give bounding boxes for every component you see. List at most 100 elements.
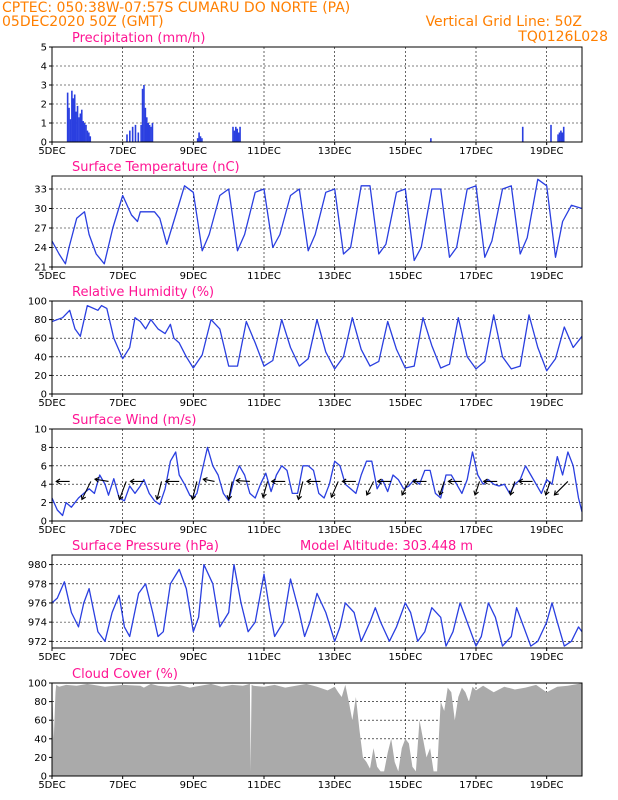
precip-bar <box>561 132 564 142</box>
x-tick-label: 19DEC <box>530 398 564 409</box>
x-tick-label: 19DEC <box>530 146 564 157</box>
wind-arrow-head <box>55 478 61 485</box>
panel-frame-1 <box>51 46 583 143</box>
panel-title-5: Surface Pressure (hPa) <box>72 539 219 554</box>
x-tick-label: 5DEC <box>38 525 65 536</box>
precip-bar <box>88 132 90 142</box>
wind-arrow <box>270 478 286 485</box>
precip-bar <box>82 121 84 142</box>
x-tick-label: 15DEC <box>388 652 422 663</box>
x-tick-label: 19DEC <box>530 652 564 663</box>
y-tick-label: 0 <box>41 517 47 528</box>
wind-arrow <box>401 481 410 496</box>
x-tick-label: 9DEC <box>180 398 207 409</box>
wind-arrow-shaft <box>509 481 516 496</box>
wind-arrow <box>482 478 498 485</box>
x-tick-label: 19DEC <box>530 780 564 791</box>
wind-arrow-head <box>296 495 302 501</box>
wind-arrow <box>235 477 250 484</box>
x-tick-label: 5DEC <box>38 271 65 282</box>
wind-arrow <box>447 478 462 485</box>
precip-bar <box>237 132 240 142</box>
wind-arrow <box>55 478 70 485</box>
y-tick-label: 2 <box>41 498 47 509</box>
wind-arrow <box>164 478 180 485</box>
wind-arrow-head <box>508 490 515 496</box>
y-tick-label: 80 <box>34 697 47 708</box>
wind-arrow-shaft <box>553 481 569 496</box>
wind-arrow-head <box>482 478 488 485</box>
x-tick-label: 11DEC <box>247 271 281 282</box>
precip-bar <box>557 134 559 142</box>
wind-arrow <box>544 481 551 496</box>
precip-bar <box>80 109 83 142</box>
wind-arrow-head <box>411 478 418 485</box>
y-tick-label: 978 <box>28 579 47 590</box>
header-model-code: TQ0126L028 <box>518 29 608 45</box>
wind-arrow-shaft <box>94 478 109 482</box>
header-grid-line: Vertical Grid Line: 50Z <box>425 14 582 30</box>
y-tick-label: 80 <box>34 315 47 326</box>
wind-arrow <box>202 477 215 483</box>
wind-arrow-head <box>93 476 100 483</box>
header-station: CPTEC: 050:38W-07:57S CUMARU DO NORTE (P… <box>2 0 351 16</box>
x-tick-label: 5DEC <box>38 780 65 791</box>
precip-bar <box>201 138 203 142</box>
precip-bar <box>143 85 145 142</box>
y-tick-label: 3 <box>41 81 47 92</box>
x-tick-label: 9DEC <box>180 525 207 536</box>
series-line-panel-2 <box>51 178 583 265</box>
precip-bar <box>147 123 149 142</box>
y-tick-label: 972 <box>28 637 47 648</box>
y-tick-label: 60 <box>34 334 47 345</box>
precip-bar <box>198 132 200 142</box>
panel-title-1: Precipitation (mm/h) <box>72 31 205 46</box>
wind-arrow-shaft <box>228 481 233 500</box>
x-tick-label: 15DEC <box>388 780 422 791</box>
wind-arrow <box>80 481 92 501</box>
wind-arrow-head <box>117 494 124 501</box>
y-tick-label: 4 <box>41 62 47 73</box>
wind-arrow-head <box>164 478 170 485</box>
y-tick-label: 27 <box>34 224 47 235</box>
x-tick-label: 15DEC <box>388 146 422 157</box>
precip-bar <box>562 126 565 142</box>
wind-arrow <box>411 478 427 485</box>
y-tick-label: 10 <box>34 425 47 436</box>
wind-arrow-head <box>235 477 241 484</box>
wind-arrow-shaft <box>401 481 410 496</box>
x-tick-label: 19DEC <box>530 525 564 536</box>
precip-bar <box>129 130 131 142</box>
x-tick-label: 7DEC <box>109 146 136 157</box>
precip-bar <box>236 128 239 142</box>
precip-bar <box>144 107 147 142</box>
x-tick-label: 15DEC <box>388 271 422 282</box>
precip-bar <box>521 126 524 142</box>
y-tick-label: 6 <box>41 461 47 472</box>
x-tick-label: 11DEC <box>247 652 281 663</box>
x-tick-label: 7DEC <box>109 652 136 663</box>
wind-arrow-shaft <box>366 481 375 496</box>
precip-bar <box>66 92 69 142</box>
x-tick-label: 9DEC <box>180 780 207 791</box>
wind-arrow-shaft <box>330 481 339 498</box>
wind-arrow-head <box>517 478 524 485</box>
precip-bar <box>85 124 87 142</box>
precip-bar <box>131 126 134 142</box>
x-tick-label: 15DEC <box>388 398 422 409</box>
wind-arrow <box>508 481 516 496</box>
wind-arrow-head <box>553 490 559 496</box>
wind-arrow <box>553 481 569 496</box>
wind-arrow-shaft <box>474 481 481 496</box>
x-tick-label: 11DEC <box>247 398 281 409</box>
x-tick-label: 17DEC <box>459 271 493 282</box>
wind-arrow-head <box>330 492 336 499</box>
y-tick-label: 21 <box>34 263 47 274</box>
x-tick-label: 11DEC <box>247 780 281 791</box>
x-tick-label: 13DEC <box>318 652 352 663</box>
x-tick-label: 5DEC <box>38 146 65 157</box>
panel-frame-2 <box>51 175 583 268</box>
x-tick-label: 19DEC <box>530 271 564 282</box>
header-run-time: 05DEC2020 50Z (GMT) <box>2 14 164 30</box>
x-tick-label: 9DEC <box>180 146 207 157</box>
